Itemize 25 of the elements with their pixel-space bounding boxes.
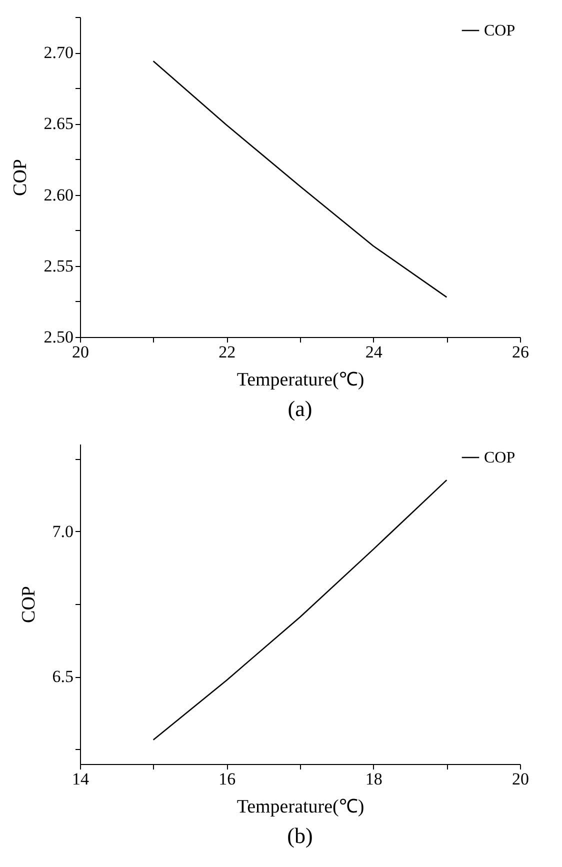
legend-label: COP <box>484 22 516 40</box>
x-tick-label: 26 <box>512 342 529 362</box>
y-tick-label: 6.5 <box>52 667 74 686</box>
x-tick-label: 14 <box>72 770 90 788</box>
y-axis-title: COP <box>10 159 31 196</box>
x-tick-label: 20 <box>72 342 89 362</box>
y-axis-title: COP <box>18 586 40 623</box>
x-tick-label: 16 <box>218 770 236 788</box>
line-series <box>152 60 448 298</box>
legend-label: COP <box>484 450 516 466</box>
y-tick-label: 2.60 <box>44 185 74 204</box>
text: (a) <box>288 396 312 421</box>
x-axis-title: Temperature(℃) <box>236 796 364 818</box>
x-tick-label: 18 <box>365 770 382 788</box>
x-tick-label: 22 <box>218 342 236 362</box>
x-tick-label: 24 <box>365 342 383 362</box>
line-series <box>152 479 448 741</box>
y-tick-label: 2.70 <box>44 43 74 62</box>
y-tick-label: 2.50 <box>44 328 74 346</box>
y-tick-label: 2.65 <box>44 114 74 134</box>
x-tick-label: 20 <box>512 770 529 788</box>
y-tick-label: 7.0 <box>52 522 74 541</box>
x-axis-title: Temperature(℃) <box>236 370 364 390</box>
text: (b) <box>287 823 313 848</box>
y-tick-label: 2.55 <box>44 256 74 276</box>
